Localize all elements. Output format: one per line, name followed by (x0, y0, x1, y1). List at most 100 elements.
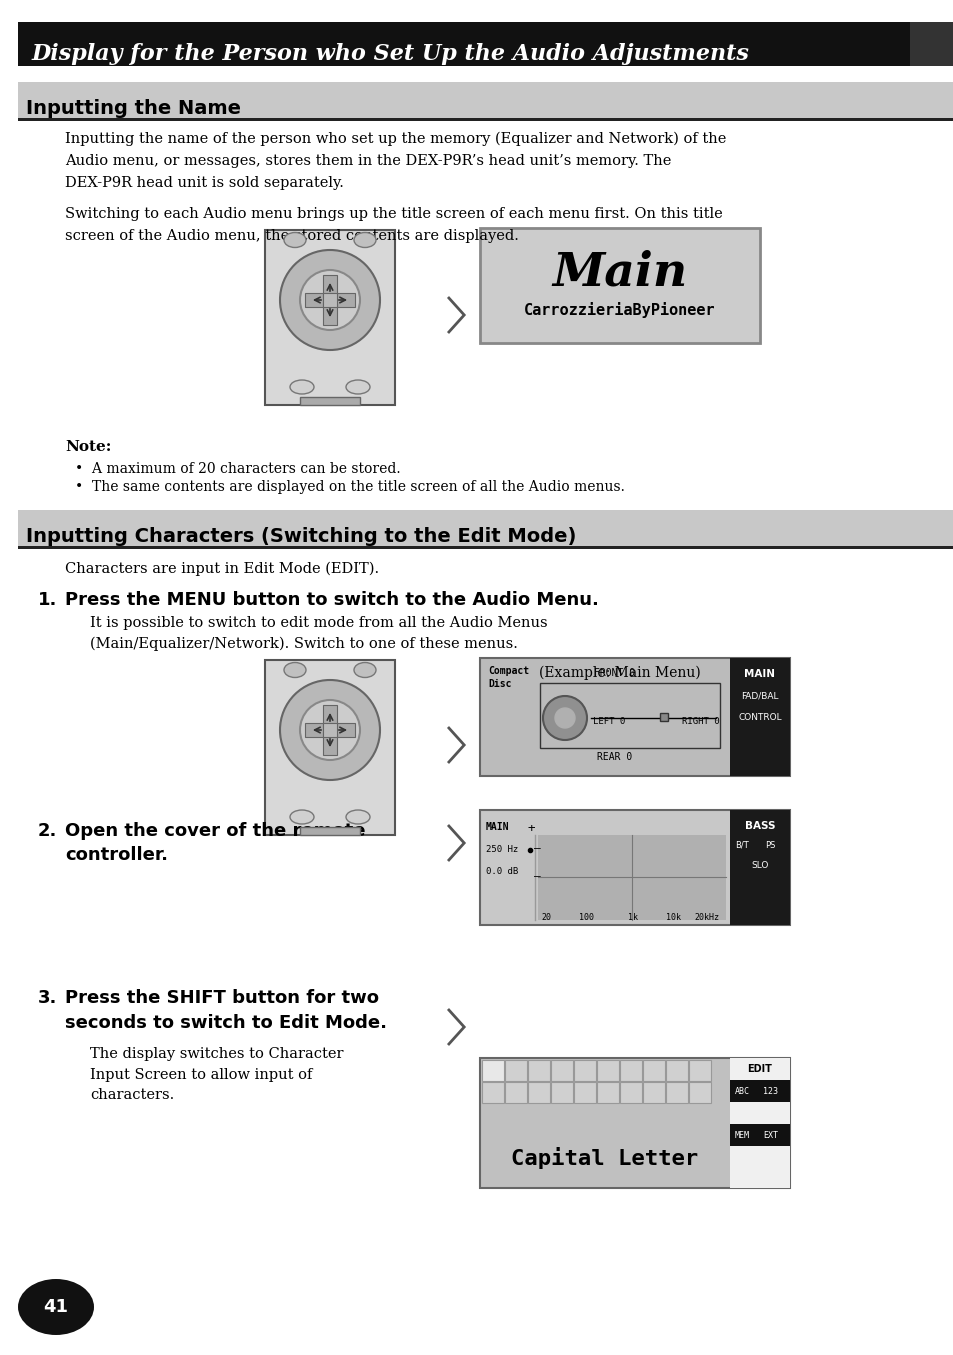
Text: It is possible to switch to edit mode from all the Audio Menus
(Main/Equalizer/N: It is possible to switch to edit mode fr… (90, 617, 547, 652)
Bar (729, 1058, 789, 1080)
Bar (305, 293, 327, 308)
Text: (Example: Main Menu): (Example: Main Menu) (538, 667, 700, 680)
Text: Inputting Characters (Switching to the Edit Mode): Inputting Characters (Switching to the E… (26, 527, 576, 546)
Ellipse shape (284, 663, 306, 678)
Circle shape (299, 270, 359, 331)
Bar (688, 1060, 710, 1081)
Text: 2.: 2. (38, 822, 57, 840)
Circle shape (280, 680, 379, 780)
Bar (642, 1083, 664, 1103)
Text: 20: 20 (541, 913, 551, 921)
Text: CONTROL: CONTROL (738, 714, 781, 722)
Text: •  A maximum of 20 characters can be stored.: • A maximum of 20 characters can be stor… (75, 462, 400, 476)
Bar (574, 1083, 596, 1103)
Text: Press the SHIFT button for two
seconds to switch to Edit Mode.: Press the SHIFT button for two seconds t… (65, 989, 387, 1033)
Bar (597, 1060, 618, 1081)
Text: 10k: 10k (665, 913, 680, 921)
Text: Main: Main (552, 251, 687, 295)
Ellipse shape (354, 663, 375, 678)
Bar (729, 659, 789, 776)
Text: 41: 41 (44, 1298, 69, 1316)
Text: Capital Letter: Capital Letter (511, 1146, 698, 1169)
Bar (527, 1083, 550, 1103)
Text: Display for the Person who Set Up the Audio Adjustments: Display for the Person who Set Up the Au… (32, 43, 749, 65)
Bar (481, 1060, 503, 1081)
Text: Characters are input in Edit Mode (EDIT).: Characters are input in Edit Mode (EDIT)… (65, 562, 378, 576)
Text: MAIN: MAIN (485, 822, 509, 832)
Text: SLO: SLO (751, 860, 768, 870)
Bar (333, 293, 355, 308)
Bar (527, 1060, 550, 1081)
Text: LEFT 0: LEFT 0 (593, 718, 624, 726)
Bar (909, 22, 953, 66)
Circle shape (542, 696, 586, 740)
Bar (688, 1083, 710, 1103)
Bar (299, 827, 359, 835)
Bar (265, 230, 395, 405)
Bar (597, 1083, 618, 1103)
Bar (551, 1083, 573, 1103)
Bar (729, 1125, 789, 1146)
Ellipse shape (18, 1279, 94, 1335)
Text: PS: PS (764, 840, 775, 850)
Text: EXT: EXT (762, 1130, 778, 1140)
Text: +: + (527, 822, 535, 835)
Bar (642, 1060, 664, 1081)
Text: BASS: BASS (744, 821, 775, 831)
Text: Inputting the Name: Inputting the Name (26, 99, 241, 118)
Bar (551, 1060, 573, 1081)
Bar (659, 713, 667, 721)
Bar (479, 659, 789, 776)
Circle shape (299, 701, 359, 760)
Text: Press the MENU button to switch to the Audio Menu.: Press the MENU button to switch to the A… (65, 591, 598, 608)
Ellipse shape (290, 810, 314, 824)
Bar (729, 1080, 789, 1102)
Text: 250 Hz: 250 Hz (485, 846, 517, 854)
Text: FAD/BAL: FAD/BAL (740, 691, 778, 701)
Ellipse shape (290, 379, 314, 394)
Text: 0.0 dB: 0.0 dB (485, 867, 517, 875)
Bar (504, 1060, 526, 1081)
Text: B/T: B/T (734, 840, 748, 850)
Bar (323, 293, 336, 308)
Text: Inputting the name of the person who set up the memory (Equalizer and Network) o: Inputting the name of the person who set… (65, 131, 725, 190)
Text: 3.: 3. (38, 989, 57, 1007)
Bar (504, 1083, 526, 1103)
Bar (265, 660, 395, 835)
Bar (333, 724, 355, 737)
Circle shape (280, 251, 379, 350)
Bar (299, 397, 359, 405)
Bar (479, 810, 789, 925)
Text: MAIN: MAIN (743, 669, 775, 679)
Text: CarrozzieriaByPioneer: CarrozzieriaByPioneer (523, 302, 715, 318)
Text: Open the cover of the remote
controller.: Open the cover of the remote controller. (65, 822, 365, 863)
Text: 100: 100 (578, 913, 594, 921)
Text: •  The same contents are displayed on the title screen of all the Audio menus.: • The same contents are displayed on the… (75, 480, 624, 495)
Text: EDIT: EDIT (747, 1064, 772, 1075)
Text: 1k: 1k (628, 913, 638, 921)
Text: REAR 0: REAR 0 (597, 752, 632, 762)
Bar (537, 835, 725, 920)
Bar (729, 810, 789, 925)
Text: FRONT 0: FRONT 0 (594, 668, 635, 678)
Text: —: — (534, 843, 540, 854)
Text: Switching to each Audio menu brings up the title screen of each menu first. On t: Switching to each Audio menu brings up t… (65, 207, 722, 243)
Bar (18, 22, 909, 66)
Bar (305, 724, 327, 737)
Text: _: _ (534, 867, 540, 877)
Bar (479, 1058, 789, 1188)
Bar (18, 118, 953, 121)
Bar (574, 1060, 596, 1081)
Ellipse shape (354, 233, 375, 248)
Bar (18, 546, 953, 549)
Text: 1.: 1. (38, 591, 57, 608)
Text: ABC: ABC (734, 1087, 749, 1095)
Text: 20kHz: 20kHz (694, 913, 719, 921)
Bar (323, 724, 336, 737)
Bar (729, 1102, 789, 1125)
Bar (665, 1060, 687, 1081)
Text: 123: 123 (762, 1087, 778, 1095)
Circle shape (555, 709, 575, 728)
Ellipse shape (346, 810, 370, 824)
Text: Note:: Note: (65, 440, 112, 454)
